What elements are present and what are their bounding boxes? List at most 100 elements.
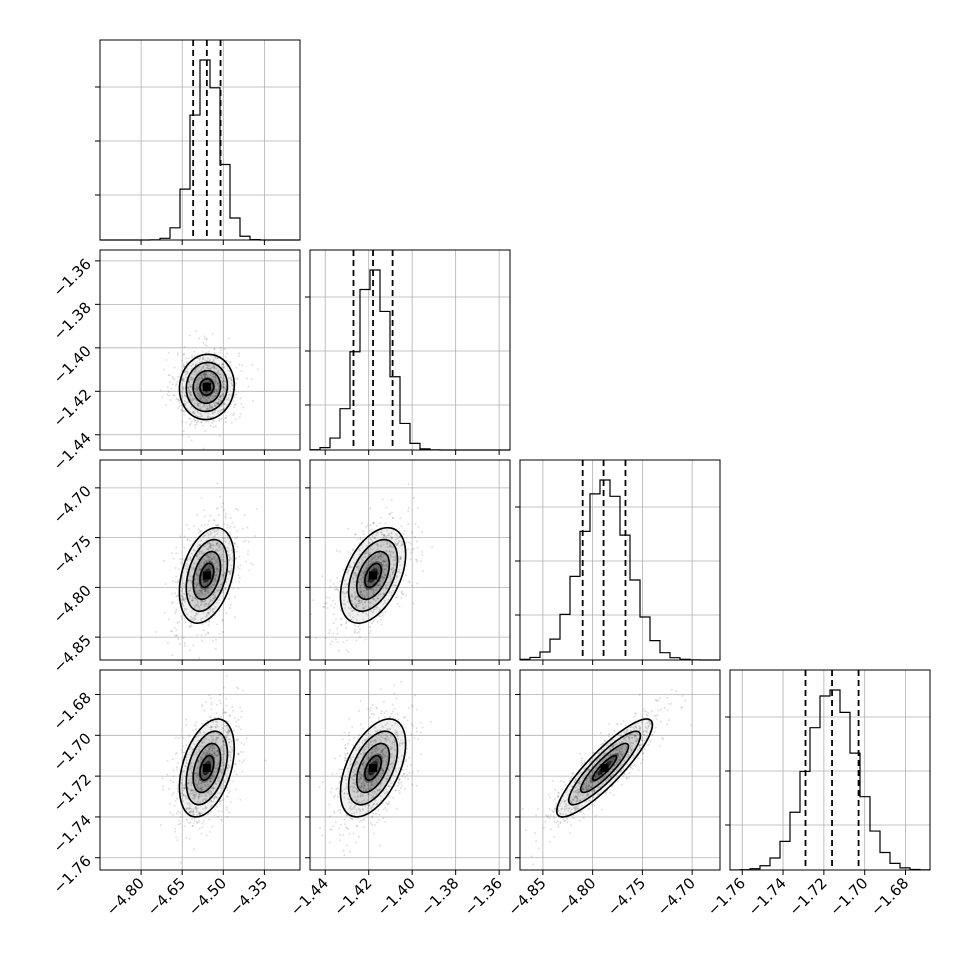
sample-point (358, 820, 361, 823)
sample-point (188, 539, 191, 542)
sample-point (203, 603, 206, 606)
sample-point (211, 744, 214, 747)
sample-point (183, 400, 186, 403)
sample-point (353, 769, 356, 772)
sample-point (216, 542, 219, 545)
sample-point (218, 373, 221, 376)
sample-point (367, 804, 370, 807)
sample-point (209, 776, 212, 779)
sample-point (222, 403, 225, 406)
sample-point (171, 630, 174, 633)
sample-point (392, 589, 395, 592)
sample-point (197, 811, 200, 814)
sample-point (213, 365, 216, 368)
sample-point (383, 746, 386, 749)
sample-point (634, 712, 637, 715)
sample-point (378, 582, 381, 585)
sample-point (411, 783, 414, 786)
sample-point (216, 541, 219, 544)
sample-point (198, 395, 201, 398)
sample-point (222, 378, 225, 381)
sample-point (352, 807, 355, 810)
x-tick-label: −4.75 (604, 874, 649, 919)
sample-point (372, 803, 375, 806)
sample-point (222, 366, 225, 369)
sample-point (206, 404, 209, 407)
sample-point (219, 373, 222, 376)
sample-point (189, 649, 192, 652)
sample-point (172, 769, 175, 772)
sample-point (187, 380, 190, 383)
sample-point (408, 541, 411, 544)
sample-point (161, 785, 164, 788)
sample-point (338, 754, 341, 757)
sample-point (197, 411, 200, 414)
sample-point (415, 540, 418, 543)
sample-point (351, 616, 354, 619)
sample-point (389, 745, 392, 748)
sample-point (211, 608, 214, 611)
sample-point (166, 759, 169, 762)
sample-point (366, 768, 369, 771)
sample-point (391, 746, 394, 749)
sample-point (226, 786, 229, 789)
sample-point (372, 741, 375, 744)
sample-point (579, 772, 582, 775)
sample-point (364, 570, 367, 573)
sample-point (195, 370, 198, 373)
sample-point (226, 550, 229, 553)
sample-point (209, 530, 212, 533)
sample-point (210, 760, 213, 763)
sample-point (393, 743, 396, 746)
sample-point (203, 371, 206, 374)
sample-point (358, 770, 361, 773)
sample-point (227, 720, 230, 723)
sample-point (197, 782, 200, 785)
y-tick-label: −1.76 (50, 852, 95, 897)
sample-point (368, 744, 371, 747)
sample-point (196, 591, 199, 594)
sample-point (355, 799, 358, 802)
sample-point (383, 560, 386, 563)
sample-point (194, 806, 197, 809)
sample-point (611, 759, 614, 762)
sample-point (228, 745, 231, 748)
sample-point (170, 592, 173, 595)
sample-point (328, 629, 331, 632)
sample-point (198, 394, 201, 397)
sample-point (384, 738, 387, 741)
sample-point (354, 763, 357, 766)
sample-point (217, 389, 220, 392)
sample-point (192, 747, 195, 750)
sample-point (358, 772, 361, 775)
sample-point (213, 744, 216, 747)
sample-point (209, 609, 212, 612)
sample-point (192, 793, 195, 796)
sample-point (208, 561, 211, 564)
sample-point (193, 418, 196, 421)
sample-point (190, 384, 193, 387)
sample-point (223, 752, 226, 755)
sample-point (221, 394, 224, 397)
sample-point (367, 581, 370, 584)
sample-point (381, 749, 384, 752)
sample-point (196, 807, 199, 810)
sample-point (193, 794, 196, 797)
sample-point (371, 561, 374, 564)
sample-point (207, 520, 210, 523)
sample-point (216, 507, 219, 510)
sample-point (384, 573, 387, 576)
sample-point (195, 373, 198, 376)
sample-point (197, 739, 200, 742)
sample-point (180, 782, 183, 785)
sample-point (217, 762, 220, 765)
sample-point (216, 384, 219, 387)
sample-point (213, 395, 216, 398)
sample-point (372, 713, 375, 716)
sample-point (398, 778, 401, 781)
sample-point (361, 581, 364, 584)
sample-point (175, 812, 178, 815)
sample-point (628, 740, 631, 743)
sample-point (356, 794, 359, 797)
sample-point (208, 566, 211, 569)
